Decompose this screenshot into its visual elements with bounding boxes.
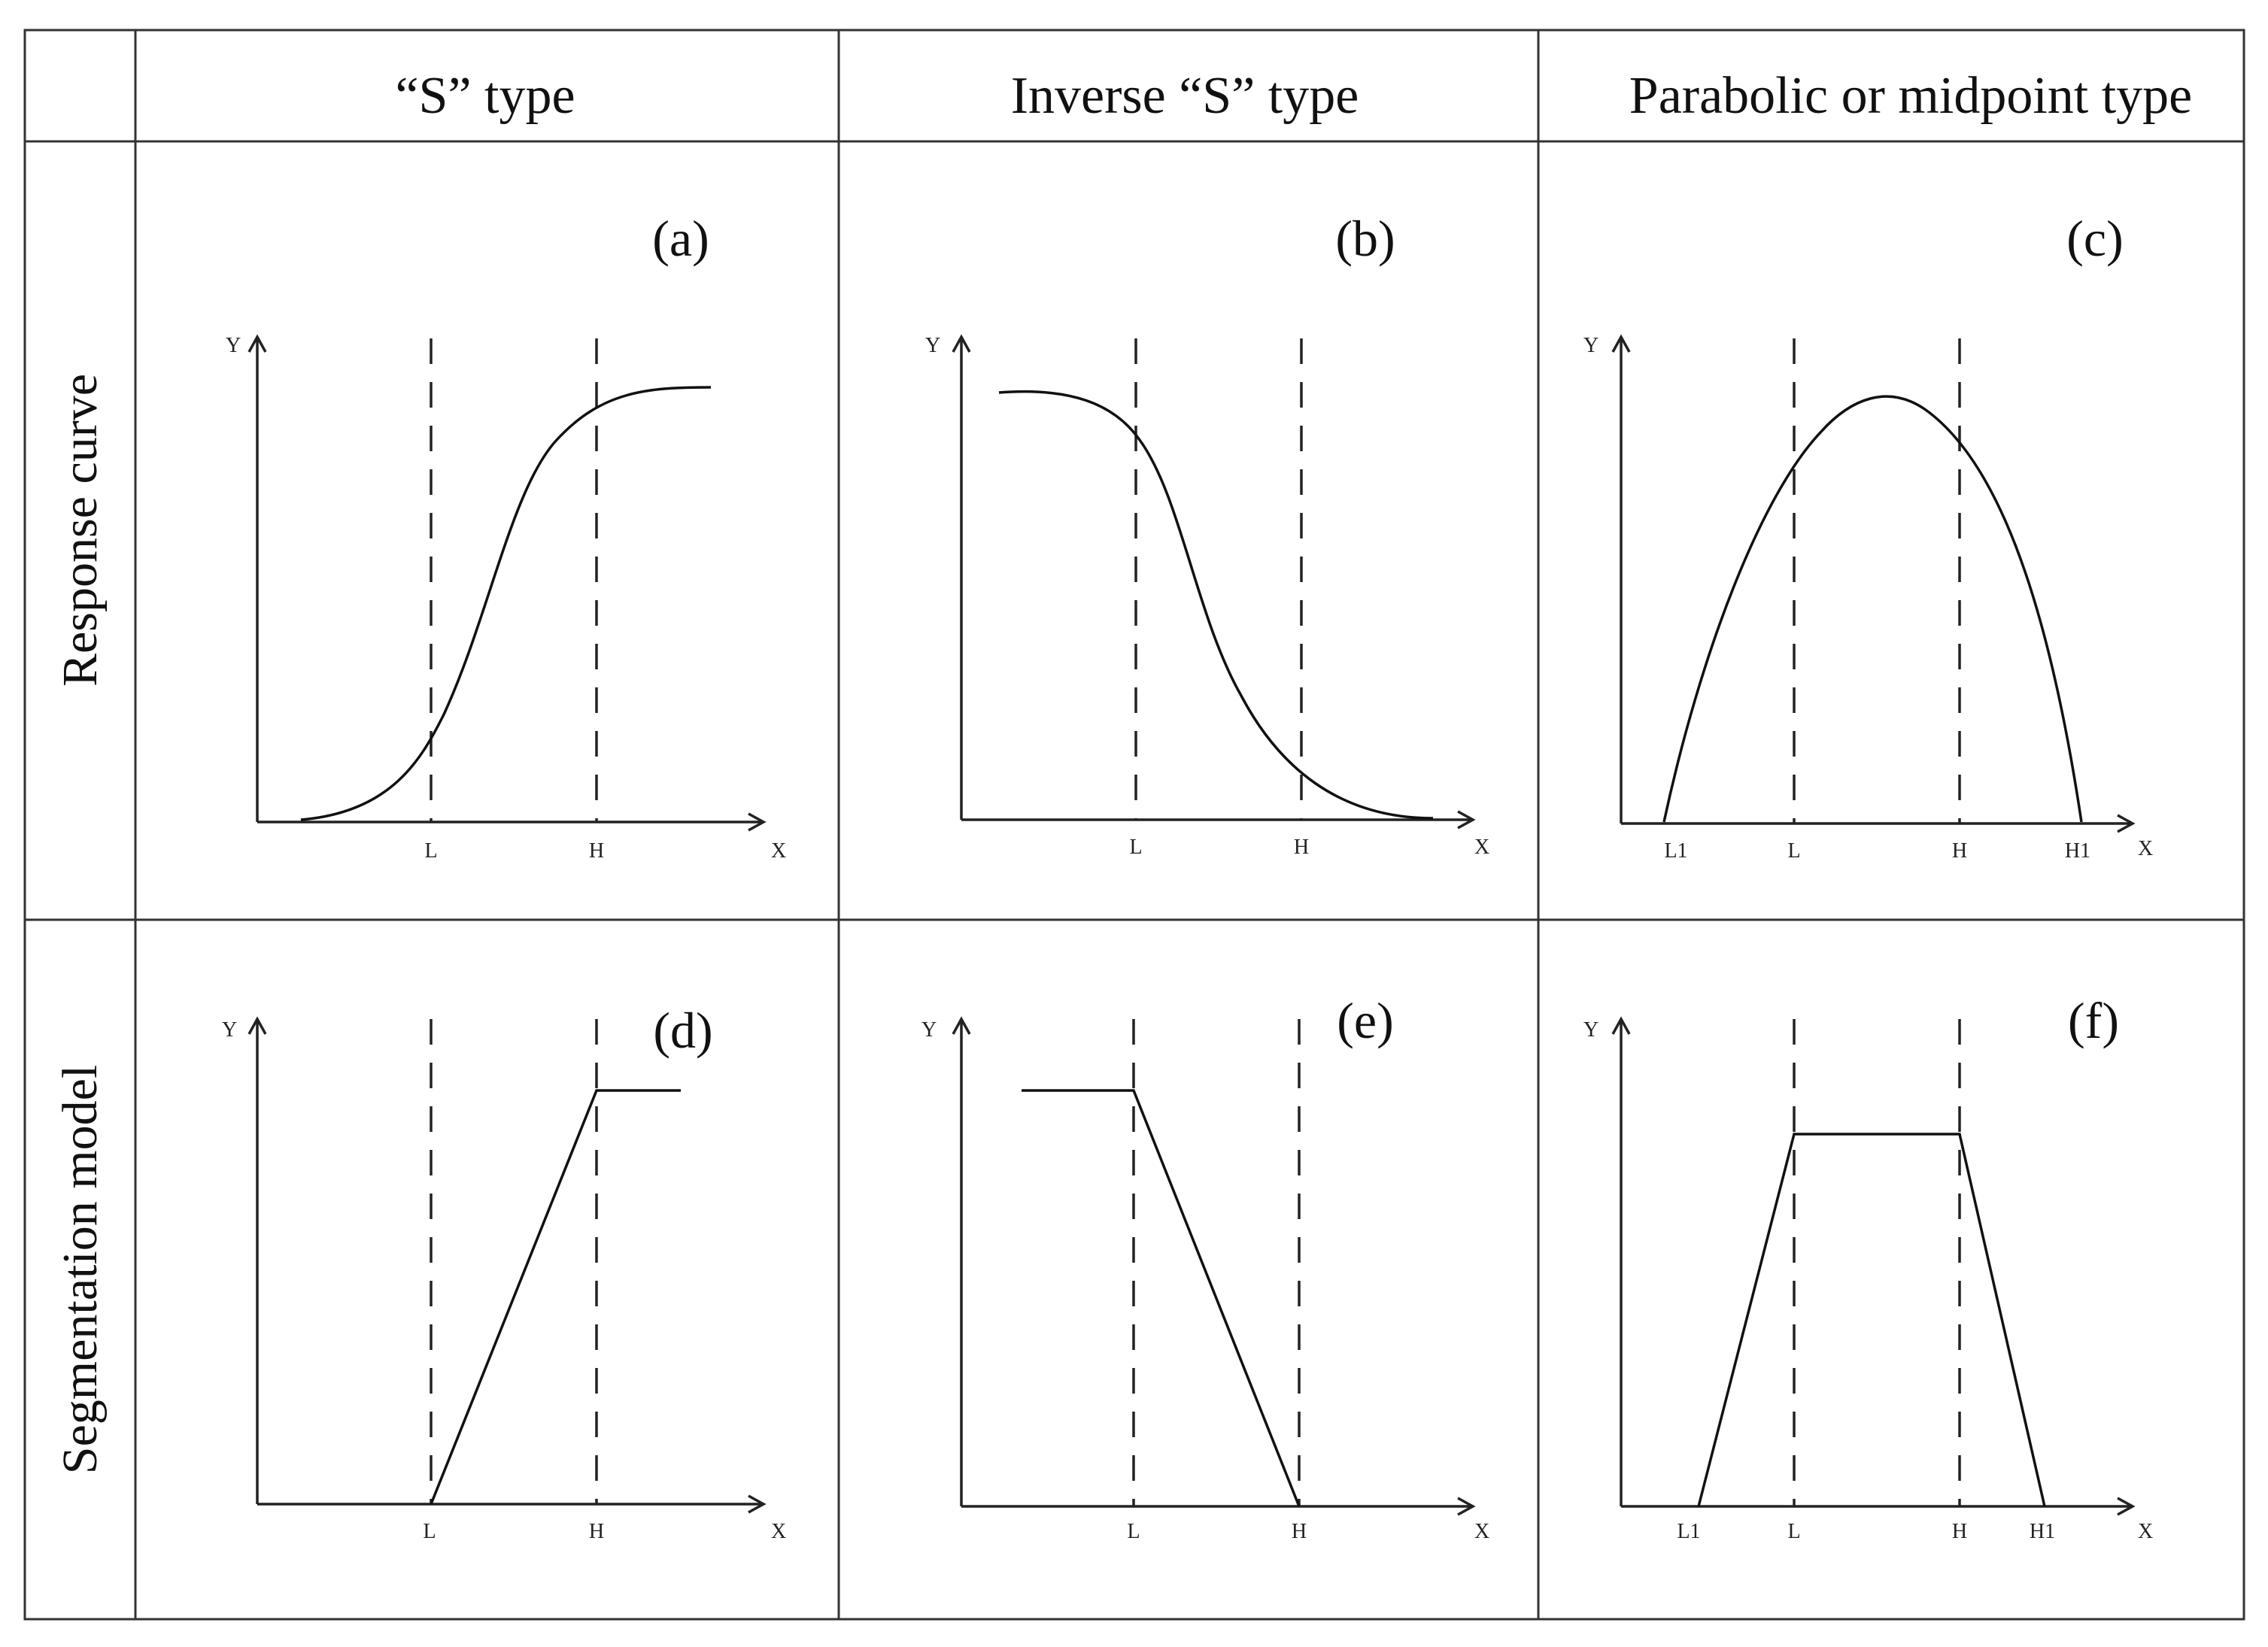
panel-tag-e: (e) bbox=[1337, 992, 1393, 1049]
y-axis-label-f: Y bbox=[1583, 1018, 1599, 1042]
axes-e bbox=[952, 1016, 1476, 1516]
panel-c: (c) Y X L1 L H H1 bbox=[1583, 210, 2153, 863]
tick-l-e: L bbox=[1127, 1520, 1140, 1543]
tick-l-f: L bbox=[1787, 1520, 1800, 1543]
x-axis-label-c: X bbox=[2138, 837, 2153, 860]
panel-b: (b) Y X L H bbox=[925, 210, 1489, 859]
tick-h-e: H bbox=[1292, 1520, 1307, 1543]
y-axis-label-a: Y bbox=[226, 334, 241, 357]
y-axis-label-c: Y bbox=[1583, 334, 1599, 357]
tick-l-c: L bbox=[1787, 839, 1800, 863]
panel-d: (d) Y X L H bbox=[222, 1002, 786, 1543]
tick-h-b: H bbox=[1294, 836, 1309, 859]
tick-h1-f: H1 bbox=[2030, 1520, 2055, 1543]
tick-l-b: L bbox=[1129, 836, 1142, 859]
panel-tag-b: (b) bbox=[1335, 210, 1395, 267]
row-label-response-curve: Response curve bbox=[53, 374, 108, 687]
x-axis-label-b: X bbox=[1474, 836, 1489, 859]
header-parabolic-type: Parabolic or midpoint type bbox=[1629, 67, 2192, 125]
header-inverse-s-type: Inverse “S” type bbox=[1011, 67, 1359, 125]
tick-h-c: H bbox=[1952, 839, 1967, 863]
inverse-s-curve bbox=[998, 390, 1434, 820]
x-axis-label-a: X bbox=[771, 839, 786, 863]
x-axis-label-d: X bbox=[771, 1520, 786, 1543]
table-grid bbox=[23, 29, 2245, 1621]
panel-tag-a: (a) bbox=[652, 210, 709, 267]
axes-b bbox=[952, 334, 1476, 830]
tick-l1-f: L1 bbox=[1677, 1520, 1700, 1543]
axes-f bbox=[1611, 1016, 2136, 1516]
y-axis-label-e: Y bbox=[921, 1018, 937, 1042]
tick-h-d: H bbox=[589, 1520, 604, 1543]
tick-h1-c: H1 bbox=[2065, 839, 2090, 863]
panel-tag-d: (d) bbox=[653, 1002, 712, 1059]
axes-d bbox=[247, 1016, 767, 1514]
row-label-segmentation-model: Segmentation model bbox=[53, 1065, 108, 1474]
panel-tag-c: (c) bbox=[2066, 210, 2123, 267]
tick-h-f: H bbox=[1952, 1520, 1967, 1543]
panel-a: (a) Y X L H bbox=[226, 210, 786, 863]
panel-f: (f) Y X L1 L H H1 bbox=[1583, 992, 2153, 1543]
y-axis-label-d: Y bbox=[222, 1018, 237, 1042]
s-curve bbox=[300, 386, 712, 821]
axes-c bbox=[1611, 334, 2136, 833]
plateau-ramp-down-line bbox=[1022, 1089, 1301, 1507]
x-axis-label-f: X bbox=[2138, 1520, 2153, 1543]
y-axis-label-b: Y bbox=[925, 334, 940, 357]
trapezoid-line bbox=[1697, 1133, 2046, 1507]
ramp-up-plateau-line bbox=[430, 1089, 681, 1505]
panel-tag-f: (f) bbox=[2068, 992, 2119, 1049]
tick-l-a: L bbox=[424, 839, 437, 863]
panel-e: (e) Y X L H bbox=[921, 992, 1489, 1543]
axes-a bbox=[247, 334, 767, 832]
header-s-type: “S” type bbox=[395, 67, 575, 125]
tick-l-d: L bbox=[423, 1520, 436, 1543]
tick-h-a: H bbox=[589, 839, 604, 863]
x-axis-label-e: X bbox=[1474, 1520, 1489, 1543]
parabola-curve bbox=[1662, 395, 2083, 823]
tick-l1-c: L1 bbox=[1664, 839, 1687, 863]
